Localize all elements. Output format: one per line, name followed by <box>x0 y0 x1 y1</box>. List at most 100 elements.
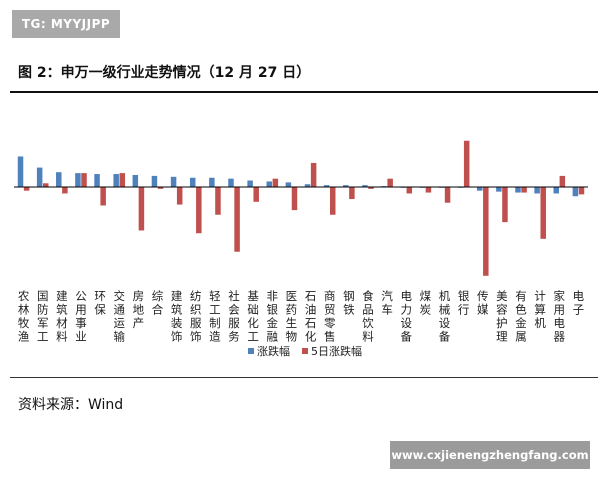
category-label-char: 美 <box>496 289 508 303</box>
category-label-char: 交 <box>113 289 125 303</box>
category-label-char: 传 <box>477 289 489 303</box>
category-label-char: 装 <box>171 316 183 330</box>
category-label-char: 公 <box>75 289 87 303</box>
bar-series1-16 <box>323 185 330 187</box>
bar-series1-13 <box>266 181 272 187</box>
bar-series1-9 <box>189 177 196 187</box>
bar-series1-2 <box>56 172 62 187</box>
category-label-char: 务 <box>228 330 240 344</box>
category-label-char: 建 <box>56 289 68 303</box>
category-label-char: 械 <box>439 303 451 317</box>
category-label-char: 容 <box>496 303 508 317</box>
category-label-char: 饮 <box>362 316 374 330</box>
category-label-char: 织 <box>190 303 202 317</box>
category-label-char: 炭 <box>420 303 432 317</box>
category-label-char: 器 <box>554 330 566 344</box>
watermark-badge-top: TG: MYYJJPP <box>12 10 120 38</box>
category-label-char: 力 <box>400 303 412 317</box>
category-label-char: 生 <box>286 316 298 330</box>
category-label-char: 品 <box>362 303 374 317</box>
bar-series2-21 <box>425 187 432 193</box>
category-label-char: 牧 <box>18 316 30 330</box>
legend-label-series2: 5日涨跌幅 <box>311 344 362 358</box>
category-label-char: 渔 <box>18 330 30 344</box>
category-label-char: 子 <box>573 303 585 317</box>
category-label-char: 零 <box>324 316 336 330</box>
bar-series2-3 <box>81 173 87 187</box>
category-label-char: 电 <box>573 289 585 303</box>
bar-series1-1 <box>36 167 43 187</box>
category-label-char: 金 <box>515 316 527 330</box>
category-label-char: 护 <box>496 316 508 330</box>
bottom-divider <box>10 377 598 378</box>
category-label-char: 筑 <box>171 303 183 317</box>
category-label-char: 煤 <box>420 289 432 303</box>
bar-series2-6 <box>138 187 145 231</box>
category-label-char: 国 <box>37 289 49 303</box>
category-label-char: 贸 <box>324 303 336 317</box>
category-label-char: 有 <box>515 289 527 303</box>
category-label-char: 设 <box>400 316 412 330</box>
category-label-char: 化 <box>305 330 317 344</box>
category-label-char: 钢 <box>343 289 355 303</box>
bar-series1-29 <box>572 187 579 197</box>
bar-series2-9 <box>196 187 202 234</box>
figure-title: 图 2：申万一级行业走势情况（12 月 27 日） <box>18 65 311 81</box>
category-label-char: 用 <box>75 303 87 317</box>
bar-series1-0 <box>17 156 24 187</box>
category-label-char: 服 <box>190 316 202 330</box>
category-label-char: 石 <box>305 289 317 303</box>
bar-series2-26 <box>521 187 527 193</box>
category-label-char: 备 <box>400 330 412 344</box>
category-label-char: 基 <box>247 289 259 303</box>
bar-series2-12 <box>253 187 259 202</box>
category-label-char: 军 <box>37 316 49 330</box>
category-label-char: 输 <box>113 330 125 344</box>
legend-swatch-series2 <box>302 348 308 354</box>
category-label-char: 算 <box>534 303 546 317</box>
category-label-char: 汽 <box>381 289 393 303</box>
category-label-char: 饰 <box>190 330 202 344</box>
category-label-char: 事 <box>75 316 87 330</box>
category-label-char: 综 <box>152 289 164 303</box>
category-label-char: 础 <box>247 303 259 317</box>
category-label-char: 医 <box>286 289 298 303</box>
category-label-char: 非 <box>267 289 279 303</box>
bar-series1-26 <box>515 187 521 193</box>
category-label-char: 机 <box>534 316 546 330</box>
category-label-char: 服 <box>228 316 240 330</box>
bar-series1-24 <box>476 187 483 191</box>
category-label-char: 计 <box>534 289 546 303</box>
category-label-char: 物 <box>286 330 298 344</box>
category-label-char: 商 <box>324 289 336 303</box>
category-label-char: 电 <box>400 289 412 303</box>
category-label-char: 料 <box>362 330 374 344</box>
category-label-char: 银 <box>267 303 279 317</box>
bar-series1-10 <box>209 177 215 187</box>
category-label-char: 备 <box>439 330 451 344</box>
category-label-char: 会 <box>228 303 240 317</box>
category-label-char: 媒 <box>477 303 489 317</box>
bar-series2-23 <box>463 140 470 187</box>
category-label-char: 理 <box>496 330 508 344</box>
category-label-char: 通 <box>113 303 125 317</box>
category-label-char: 电 <box>554 316 566 330</box>
category-label-char: 林 <box>18 303 30 317</box>
category-label-char: 金 <box>267 316 279 330</box>
bar-series2-15 <box>310 162 317 187</box>
bar-series1-8 <box>170 176 177 187</box>
category-label-char: 融 <box>267 330 279 344</box>
category-label-char: 食 <box>362 289 374 303</box>
bar-series1-4 <box>94 174 100 187</box>
bar-series2-2 <box>62 187 68 194</box>
category-label-char: 业 <box>75 330 87 344</box>
source-note: 资料来源：Wind <box>18 397 124 413</box>
category-label-char: 家 <box>554 289 566 303</box>
bar-series2-7 <box>157 187 164 189</box>
bar-series1-7 <box>151 175 158 187</box>
bar-series2-22 <box>444 187 451 203</box>
category-label-char: 防 <box>37 303 49 317</box>
bar-series1-3 <box>75 173 81 187</box>
category-label-char: 料 <box>56 330 68 344</box>
category-label-char: 化 <box>247 316 259 330</box>
